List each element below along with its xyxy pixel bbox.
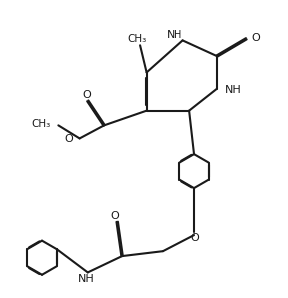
- Text: N: N: [167, 30, 176, 40]
- Text: CH₃: CH₃: [127, 34, 146, 44]
- Text: H: H: [174, 30, 181, 40]
- Text: CH₃: CH₃: [32, 119, 51, 129]
- Text: O: O: [111, 211, 119, 221]
- Text: O: O: [252, 32, 260, 43]
- Text: O: O: [65, 134, 73, 144]
- Text: O: O: [190, 233, 199, 243]
- Text: O: O: [82, 90, 91, 100]
- Text: NH: NH: [225, 85, 242, 95]
- Text: NH: NH: [78, 274, 95, 284]
